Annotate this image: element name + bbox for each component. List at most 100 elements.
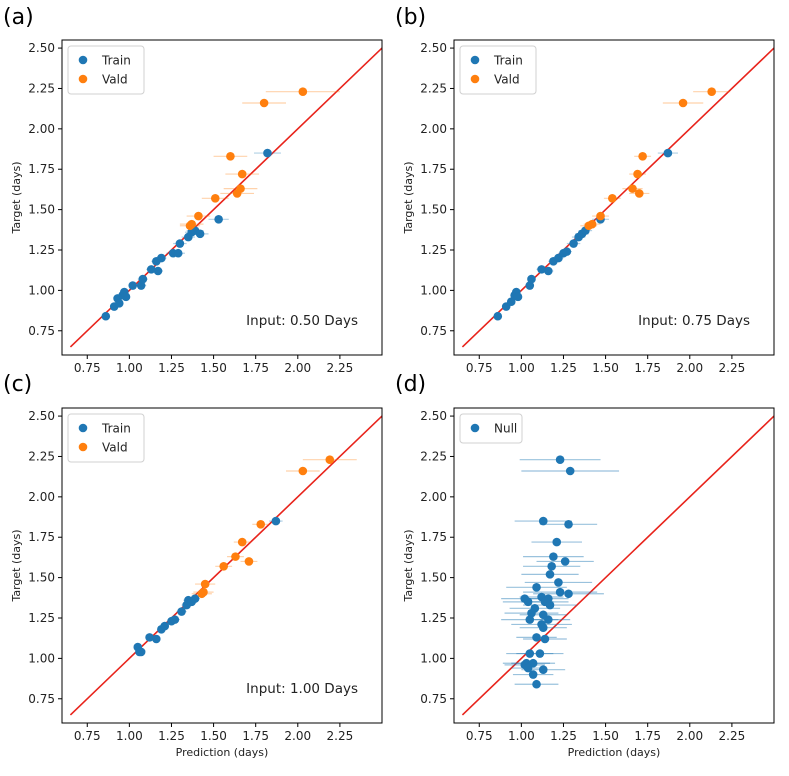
- data-point: [157, 253, 166, 263]
- data-point: [525, 649, 535, 658]
- data-point: [587, 219, 597, 229]
- panel-a: (a) 0.75 1.00 1.25 1.50 1.75 2.00 2.25 0.75 1.00 1…: [3, 5, 383, 375]
- data-point: [663, 148, 673, 158]
- legend-box: [67, 413, 145, 463]
- x-tick-label: 1.25: [158, 361, 185, 375]
- data-point: [210, 194, 220, 203]
- x-tick-label: 2.00: [676, 729, 703, 743]
- legend-box: [459, 45, 537, 95]
- legend-marker: [470, 423, 480, 433]
- x-tick-label: 1.25: [158, 729, 185, 743]
- data-point: [152, 634, 161, 644]
- data-point: [545, 570, 555, 579]
- data-point: [194, 211, 203, 221]
- y-tick-label: 1.25: [28, 243, 55, 257]
- data-point: [527, 608, 536, 618]
- x-tick-label: 0.75: [466, 729, 493, 743]
- y-tick-label: 1.00: [420, 283, 447, 297]
- series-vald: [179, 87, 340, 231]
- data-point: [628, 184, 637, 193]
- y-axis-label: Target (days): [10, 161, 23, 234]
- y-tick-label: 1.00: [420, 651, 447, 665]
- y-tick-label: 1.75: [28, 162, 55, 176]
- data-point: [325, 455, 335, 464]
- axes-frame: [61, 39, 383, 356]
- legend-marker: [78, 55, 88, 65]
- panel-label: (c): [3, 372, 32, 397]
- x-axis-label: Prediction (days): [176, 746, 269, 759]
- data-point: [569, 239, 578, 248]
- x-tick-label: 0.75: [74, 729, 101, 743]
- x-tick-label: 1.50: [592, 729, 619, 743]
- axes-frame: [453, 407, 775, 724]
- x-tick-label: 1.75: [634, 361, 661, 375]
- data-point: [493, 311, 503, 321]
- plot-area: [461, 415, 774, 716]
- legend-box: [459, 413, 523, 444]
- data-point: [128, 281, 138, 290]
- data-point: [678, 98, 688, 108]
- data-point: [226, 152, 235, 161]
- x-tick-label: 1.75: [634, 729, 661, 743]
- data-point: [136, 281, 146, 290]
- plot-area: [69, 415, 382, 716]
- data-point: [560, 557, 570, 566]
- x-tick-label: 1.25: [550, 729, 577, 743]
- legend-marker: [78, 442, 88, 452]
- data-point: [298, 87, 308, 96]
- data-point: [170, 615, 180, 624]
- y-tick-label: 1.50: [28, 203, 55, 217]
- x-tick-label: 1.25: [550, 361, 577, 375]
- x-tick-label: 2.25: [327, 361, 354, 375]
- series-vald: [580, 87, 731, 231]
- data-point: [231, 552, 240, 561]
- panel-label: (a): [3, 5, 34, 30]
- data-point: [138, 274, 148, 284]
- y-tick-label: 1.25: [28, 611, 55, 625]
- series-vald: [191, 455, 357, 599]
- x-tick-label: 1.00: [116, 361, 143, 375]
- data-point: [544, 615, 553, 624]
- legend-label: Vald: [102, 73, 128, 87]
- y-tick-label: 2.25: [28, 449, 55, 463]
- data-point: [200, 579, 210, 589]
- panel-label: (d): [395, 372, 426, 397]
- x-tick-label: 1.50: [592, 361, 619, 375]
- x-tick-label: 1.75: [242, 729, 269, 743]
- data-point: [236, 184, 245, 193]
- data-point: [596, 211, 605, 221]
- data-point: [298, 466, 308, 476]
- data-point: [523, 597, 533, 607]
- axes-frame: [61, 407, 383, 724]
- data-point: [545, 600, 555, 610]
- data-point: [523, 663, 533, 673]
- data-point: [549, 552, 558, 561]
- x-axis-label: Prediction (days): [568, 746, 661, 759]
- input-annotation: Input: 0.50 Days: [246, 313, 358, 329]
- data-point: [532, 679, 541, 689]
- x-tick-label: 2.25: [327, 729, 354, 743]
- data-point: [532, 633, 541, 642]
- legend-marker: [470, 74, 480, 84]
- data-point: [256, 520, 266, 529]
- y-tick-label: 0.75: [420, 692, 447, 706]
- data-point: [544, 266, 553, 276]
- data-point: [506, 297, 516, 306]
- data-point: [562, 247, 572, 256]
- legend-label: Train: [493, 54, 523, 68]
- series-train: [133, 516, 283, 657]
- x-tick-label: 1.00: [508, 361, 535, 375]
- data-point: [114, 299, 124, 308]
- x-tick-label: 1.75: [242, 361, 269, 375]
- data-point: [259, 98, 269, 108]
- legend-label: Train: [101, 422, 131, 436]
- data-point: [540, 634, 550, 644]
- y-tick-label: 1.25: [420, 243, 447, 257]
- data-point: [145, 633, 154, 642]
- data-point: [633, 169, 642, 179]
- legend-label: Vald: [102, 441, 128, 455]
- y-tick-label: 2.25: [420, 81, 447, 95]
- input-annotation: Input: 1.00 Days: [246, 681, 358, 697]
- x-tick-label: 2.00: [284, 729, 311, 743]
